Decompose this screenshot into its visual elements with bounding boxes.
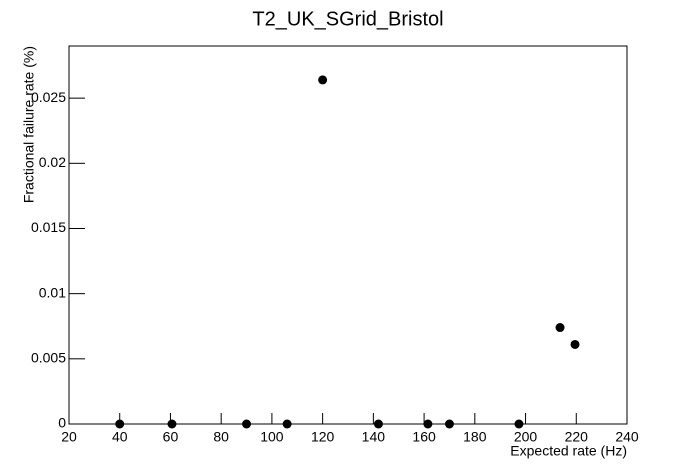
x-tick-label: 80 (213, 429, 229, 445)
y-tick-label: 0.015 (31, 219, 66, 235)
point (318, 75, 328, 85)
point (514, 419, 524, 429)
x-tick-label: 180 (463, 429, 487, 445)
x-tick-label: 160 (412, 429, 436, 445)
chart-title: T2_UK_SGrid_Bristol (252, 8, 443, 30)
point (242, 419, 252, 429)
x-tick-label: 120 (311, 429, 335, 445)
x-tick-label: 20 (61, 429, 77, 445)
y-tick-label: 0.01 (39, 284, 66, 300)
point (444, 419, 454, 429)
y-tick-label: 0.025 (31, 89, 66, 105)
x-tick-label: 240 (615, 429, 639, 445)
point (423, 419, 433, 429)
plot-frame (68, 45, 628, 425)
y-axis-title: Fractional failure rate (%) (21, 46, 37, 203)
point (570, 339, 580, 349)
point (115, 419, 125, 429)
x-tick-label: 40 (112, 429, 128, 445)
x-tick-label: 220 (565, 429, 589, 445)
point (555, 323, 565, 333)
x-axis-title: Expected rate (Hz) (510, 443, 627, 459)
y-tick-label: 0.005 (31, 350, 66, 366)
y-tick-label: 0 (58, 415, 66, 431)
x-tick-label: 60 (163, 429, 179, 445)
point (282, 419, 292, 429)
point (373, 419, 383, 429)
x-tick-label: 100 (260, 429, 284, 445)
x-tick-label: 140 (362, 429, 386, 445)
x-tick-label: 200 (514, 429, 538, 445)
point (167, 419, 177, 429)
y-tick-label: 0.02 (39, 154, 66, 170)
